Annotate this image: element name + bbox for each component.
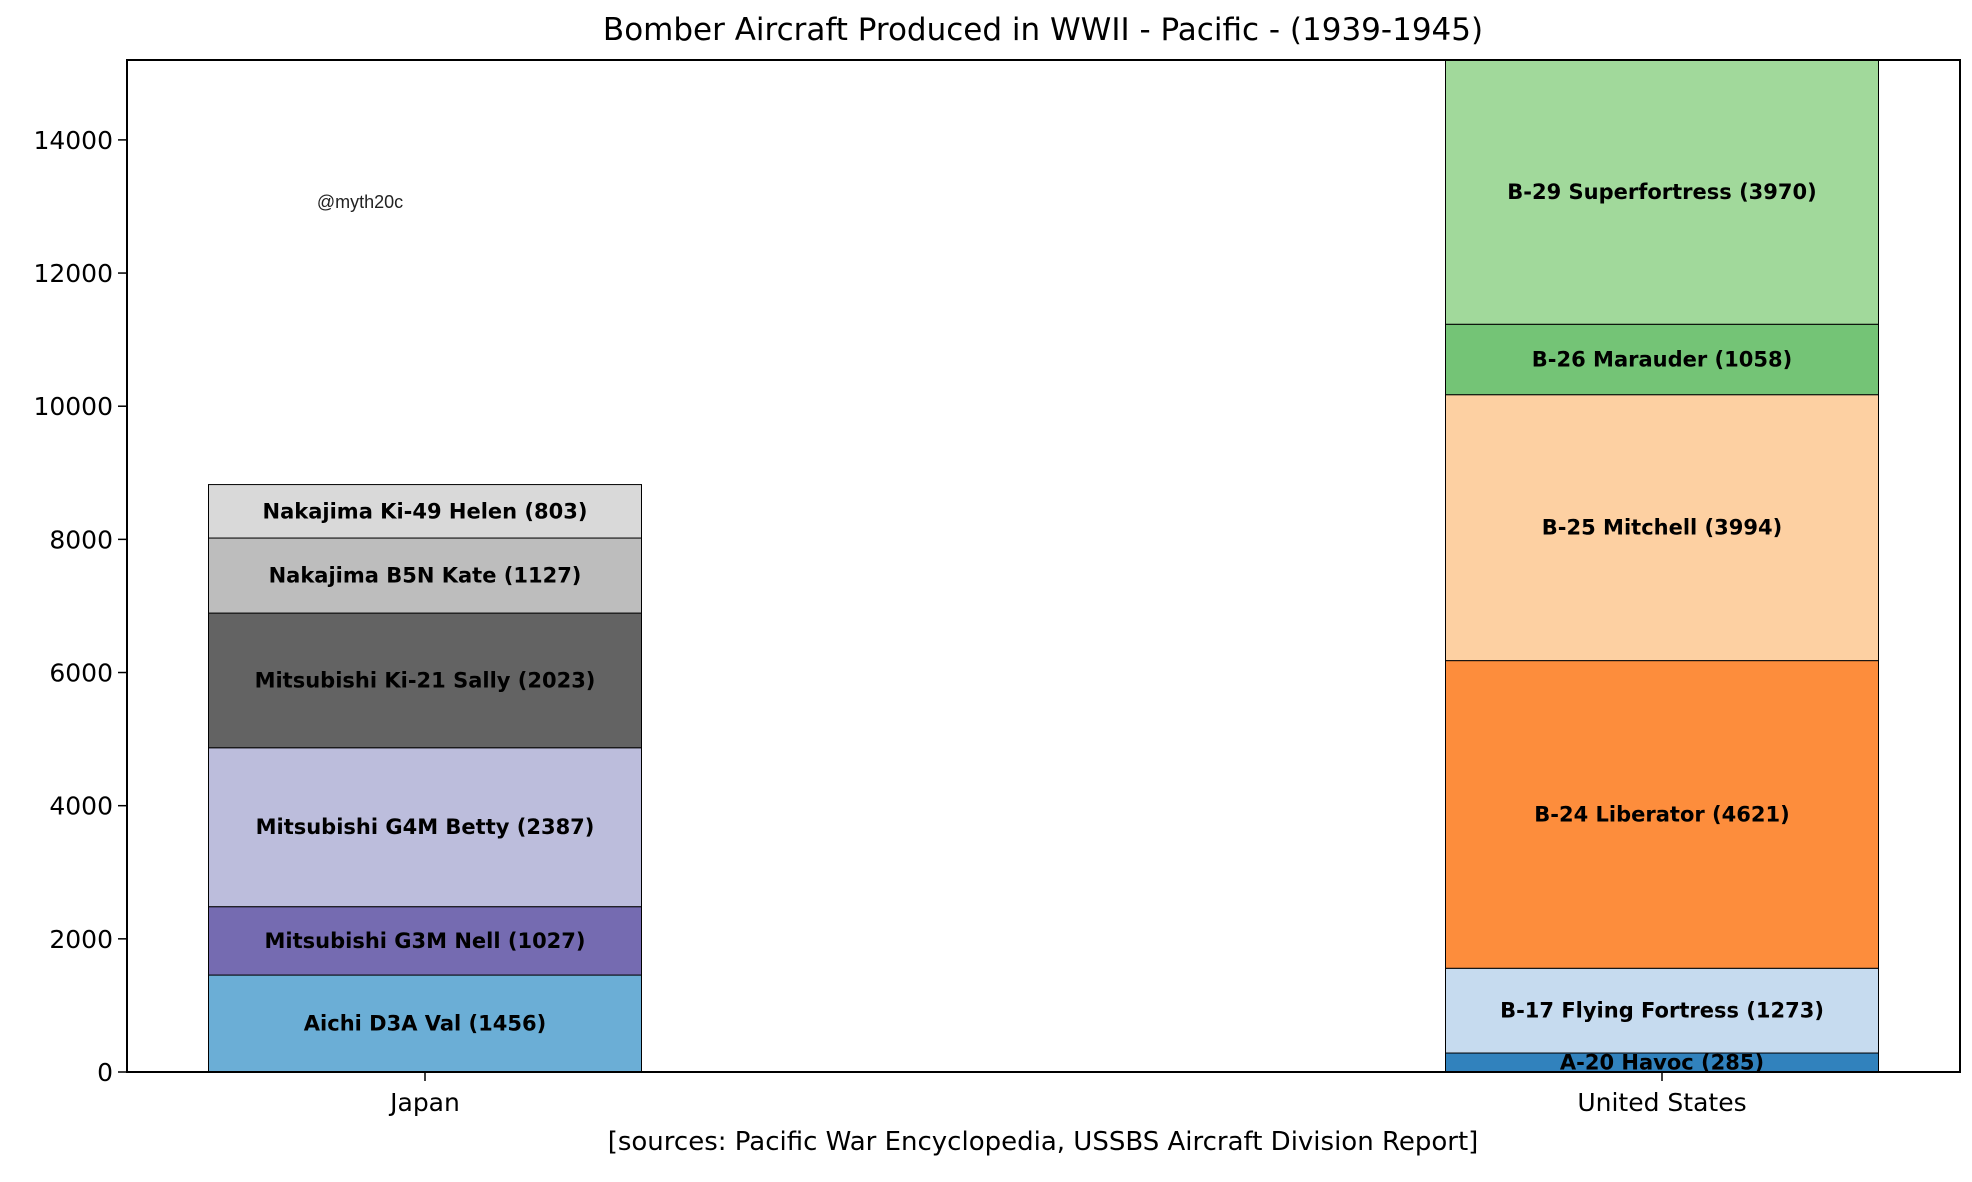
bar-labels: Aichi D3A Val (1456) Mitsubishi G3M Nell … (255, 180, 1824, 1074)
plot-frame (126, 59, 1961, 1073)
bar-segment (208, 537, 642, 614)
segment-label: B-24 Liberator (4621) (1534, 802, 1789, 826)
x-axis-label: [sources: Pacific War Encyclopedia, USSB… (608, 1127, 1479, 1157)
segment-label: B-29 Superfortress (3970) (1507, 180, 1816, 204)
y-tick-label: 2000 (49, 925, 113, 954)
x-tick-label: United States (1577, 1088, 1746, 1117)
bar-segment (1445, 660, 1879, 969)
segment-label: Mitsubishi G3M Nell (1027) (265, 929, 586, 953)
segment-label: Mitsubishi Ki-21 Sally (2023) (255, 668, 596, 692)
segment-label: B-17 Flying Fortress (1273) (1500, 999, 1824, 1023)
bar-segment (1445, 323, 1879, 396)
watermark: @myth20c (317, 192, 403, 212)
segment-label: Aichi D3A Val (1456) (304, 1012, 546, 1036)
bar-segment (1445, 59, 1879, 325)
bar-segment (208, 906, 642, 976)
y-tick-label: 8000 (49, 525, 113, 554)
bar-segment (1445, 967, 1879, 1054)
y-tick-label: 14000 (33, 126, 113, 155)
segment-label: Nakajima Ki-49 Helen (803) (263, 499, 588, 523)
segment-label: B-25 Mitchell (3994) (1542, 516, 1782, 540)
bars (208, 59, 1879, 1073)
y-tick-label: 10000 (33, 392, 113, 421)
y-tick-label: 12000 (33, 259, 113, 288)
segment-label: B-26 Marauder (1058) (1532, 347, 1792, 371)
segment-label: A-20 Havoc (285) (1560, 1051, 1764, 1075)
segment-label: Nakajima B5N Kate (1127) (269, 564, 582, 588)
chart-title: Bomber Aircraft Produced in WWII - Pacif… (603, 12, 1483, 48)
y-tick-label: 4000 (49, 792, 113, 821)
y-axis: 0 2000 4000 6000 8000 10000 12000 14000 (33, 126, 127, 1087)
segment-label: Mitsubishi G4M Betty (2387) (256, 815, 595, 839)
x-axis: Japan United States (388, 1072, 1747, 1117)
y-tick-label: 6000 (49, 659, 113, 688)
bar-segment (1445, 394, 1879, 662)
x-tick-label: Japan (388, 1088, 460, 1117)
bar-segment (208, 747, 642, 908)
bar-segment (208, 484, 642, 539)
y-tick-label: 0 (97, 1058, 113, 1087)
